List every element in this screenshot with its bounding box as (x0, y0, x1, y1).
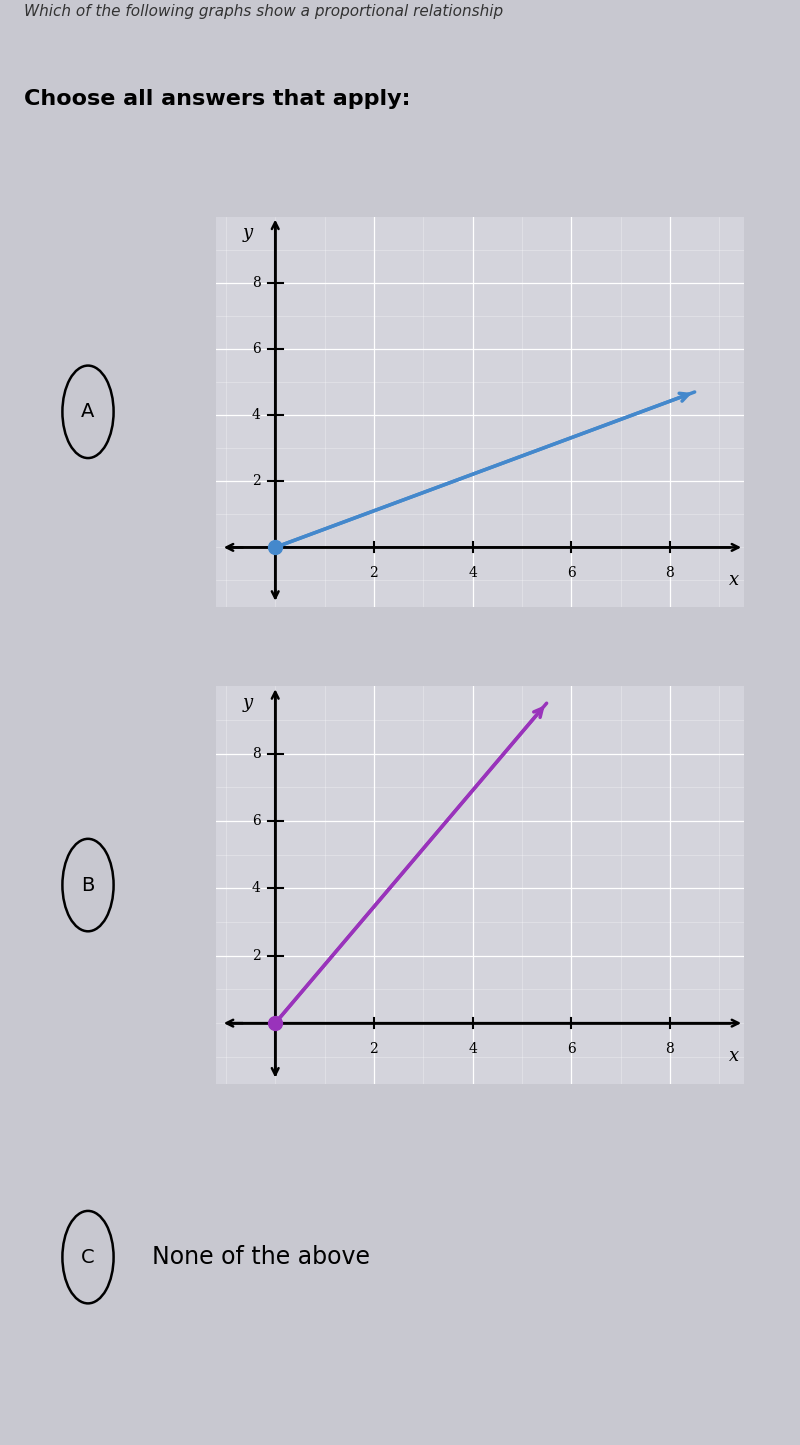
Text: x: x (729, 571, 739, 588)
Text: y: y (243, 224, 253, 243)
Text: 2: 2 (370, 1042, 378, 1056)
Text: 2: 2 (252, 474, 261, 488)
Text: C: C (81, 1247, 95, 1267)
Text: 6: 6 (252, 814, 261, 828)
Text: 4: 4 (251, 407, 261, 422)
Text: 8: 8 (252, 747, 261, 760)
Text: 8: 8 (666, 565, 674, 579)
Text: 6: 6 (567, 565, 576, 579)
Text: 6: 6 (252, 342, 261, 355)
Text: 8: 8 (252, 276, 261, 290)
Text: y: y (243, 694, 253, 712)
Text: 2: 2 (252, 949, 261, 962)
Text: x: x (729, 1046, 739, 1065)
Text: Which of the following graphs show a proportional relationship: Which of the following graphs show a pro… (24, 3, 503, 19)
Text: A: A (82, 402, 94, 422)
Text: B: B (82, 876, 94, 894)
Text: None of the above: None of the above (152, 1246, 370, 1269)
Text: 8: 8 (666, 1042, 674, 1056)
Text: 4: 4 (468, 1042, 477, 1056)
Text: 2: 2 (370, 565, 378, 579)
Text: 4: 4 (251, 881, 261, 896)
Text: 6: 6 (567, 1042, 576, 1056)
Text: Choose all answers that apply:: Choose all answers that apply: (24, 90, 410, 110)
Text: 4: 4 (468, 565, 477, 579)
